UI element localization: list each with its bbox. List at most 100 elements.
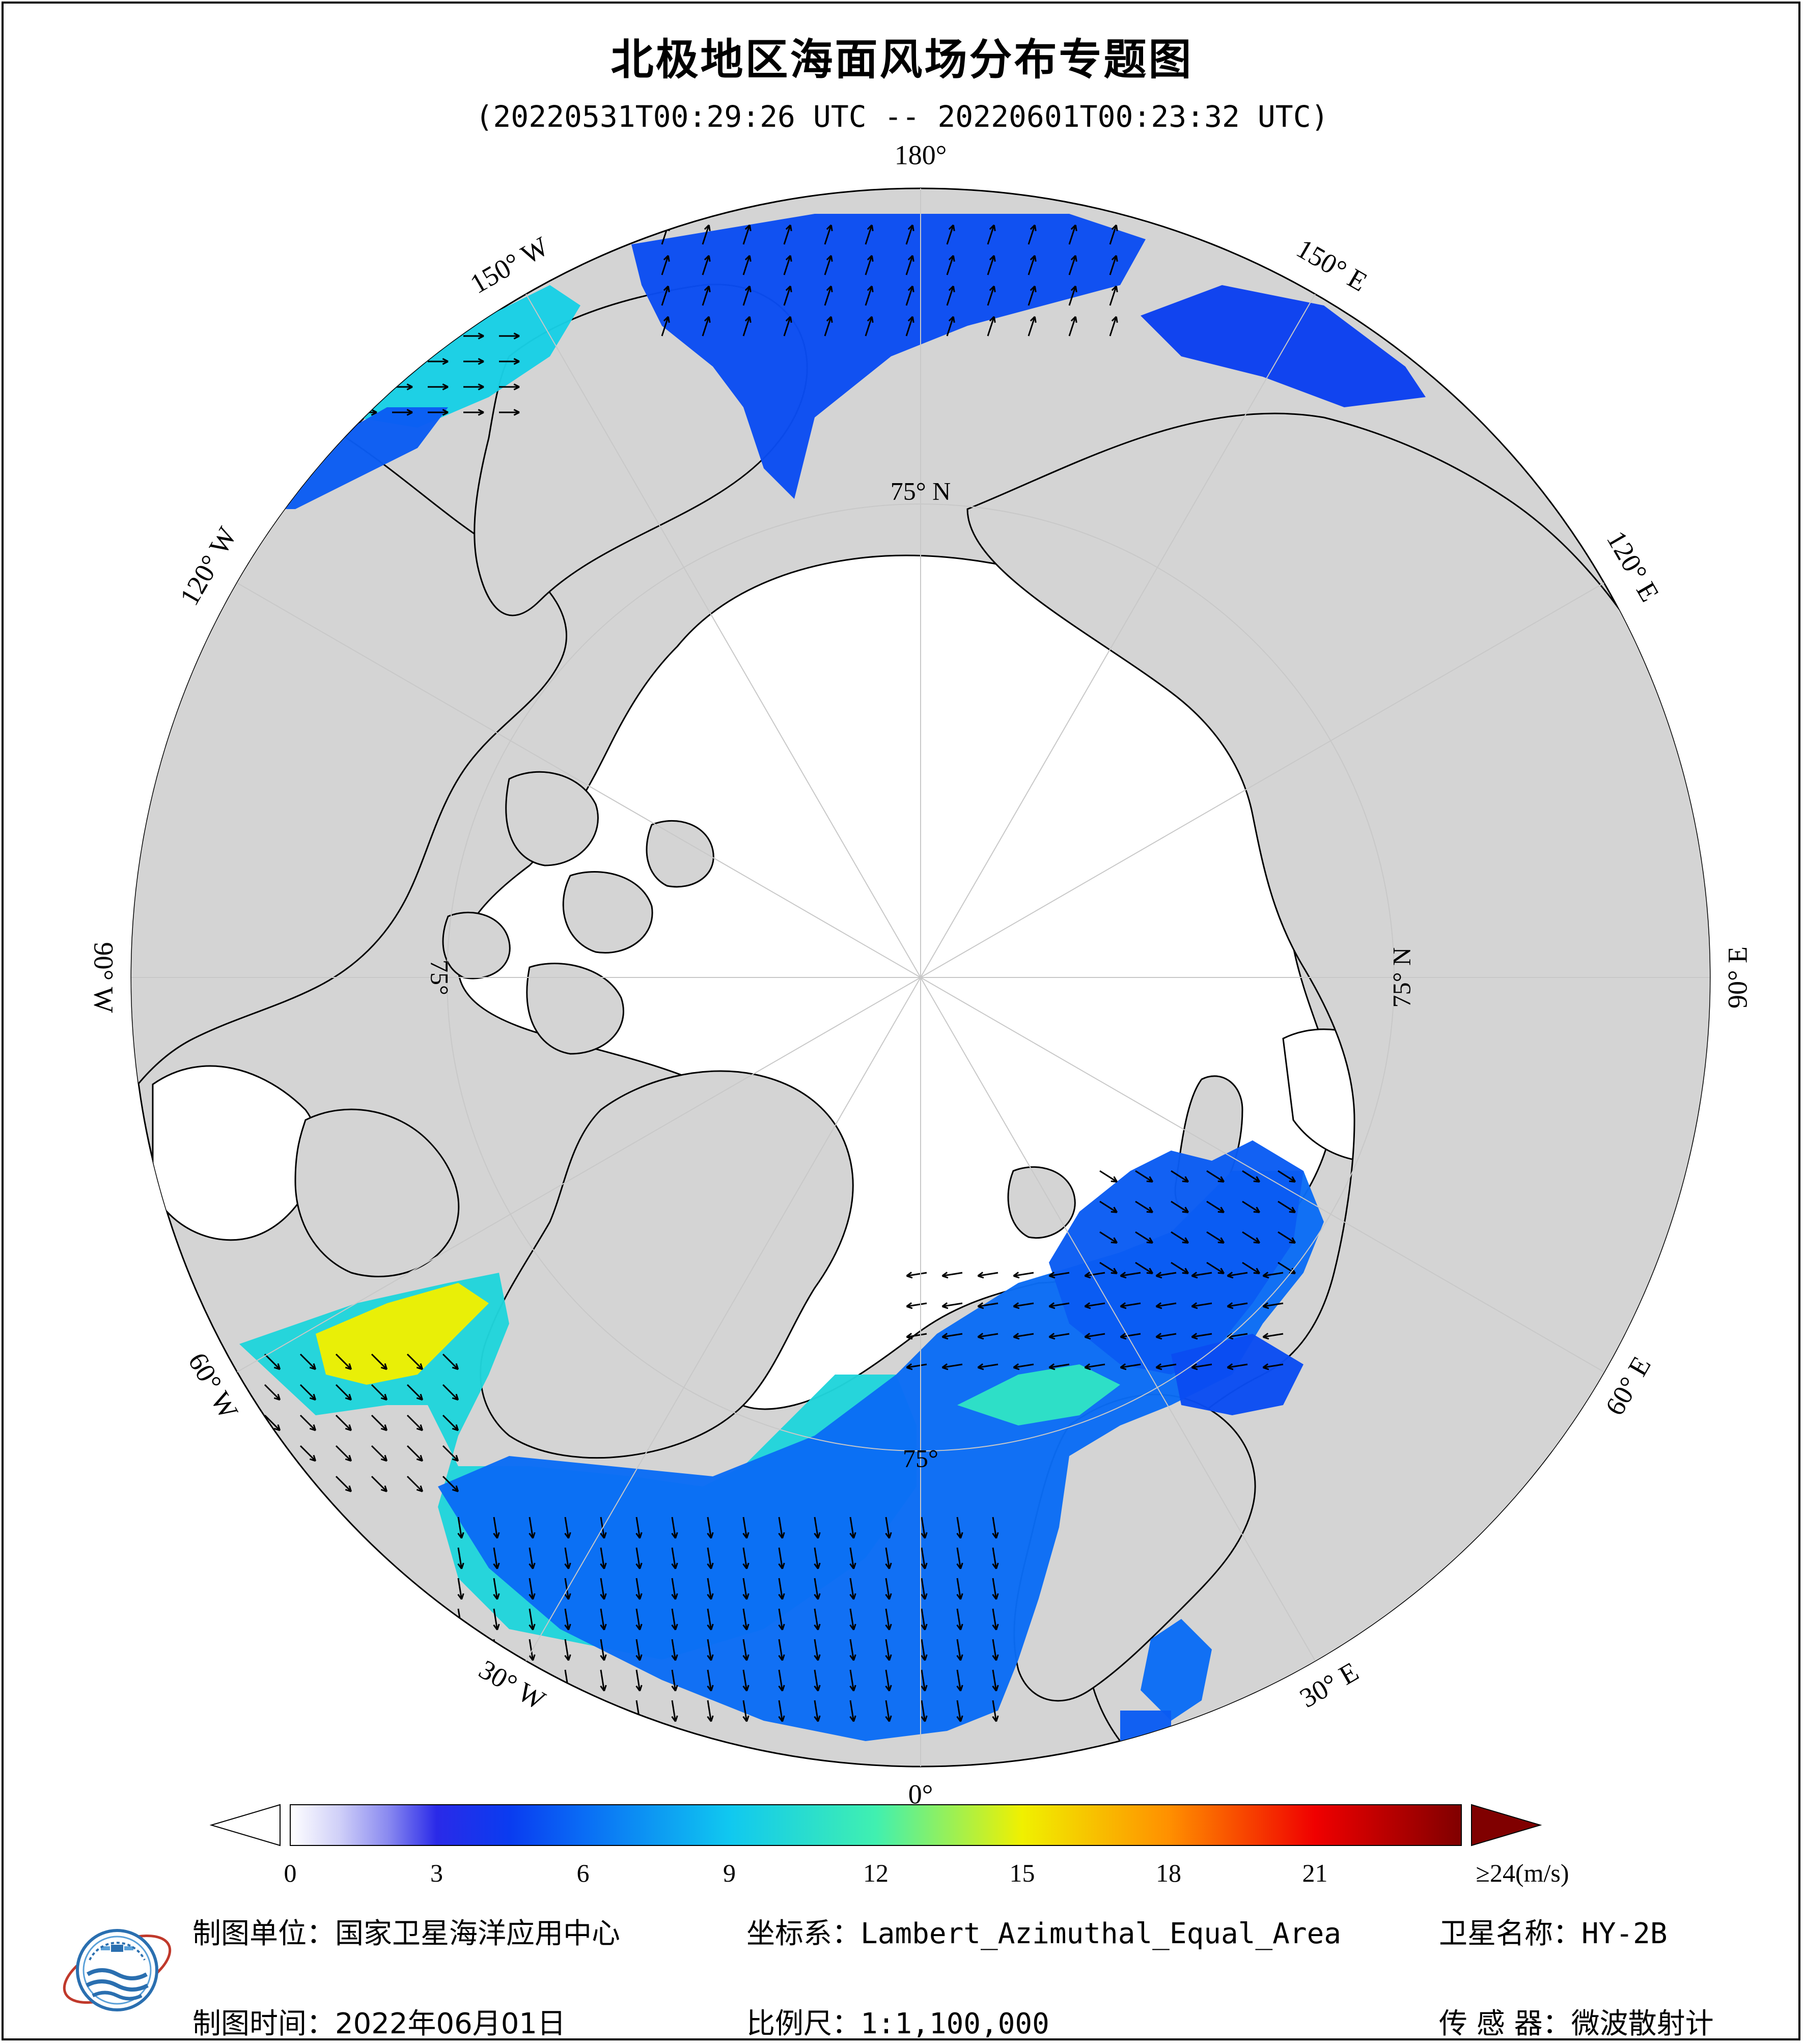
scale-value: 1:1,100,000 — [861, 2007, 1049, 2040]
scale-info: 比例尺：1:1,100,000 — [746, 2001, 1049, 2042]
wind-arrow — [671, 1578, 678, 1600]
wind-arrow — [635, 1578, 643, 1600]
parallel-75n — [447, 503, 1395, 1451]
wind-arrow — [264, 1414, 281, 1432]
crs-info: 坐标系：Lambert_Azimuthal_Equal_Area — [746, 1911, 1341, 1952]
wind-arrow — [392, 358, 413, 365]
colorbar-tick-label: 21 — [1302, 1859, 1328, 1887]
wind-arrow — [906, 1363, 927, 1370]
wind-arrow — [921, 1578, 928, 1600]
wind-arrow — [702, 224, 711, 245]
wind-arrow — [1013, 1271, 1034, 1279]
island — [442, 911, 511, 979]
wind-arrow — [1135, 1262, 1154, 1274]
wind-arrow — [977, 1332, 998, 1340]
wind-arrow — [1099, 1262, 1118, 1274]
wind-arrow — [428, 383, 449, 390]
wind-arrow — [783, 224, 792, 245]
wind-arrow — [778, 1608, 785, 1631]
wind-arrow — [335, 1414, 352, 1432]
wind-arrow — [600, 1639, 607, 1661]
wind-arrow — [946, 224, 955, 245]
wind-arrow — [865, 316, 874, 337]
meridian-line — [237, 582, 921, 978]
wind-arrow — [1191, 1302, 1212, 1309]
wind-arrow — [285, 358, 306, 365]
colorbar-tick-label: 18 — [1156, 1859, 1181, 1887]
wind-arrow — [529, 1547, 536, 1570]
wind-arrow — [335, 1445, 352, 1462]
wind-arrow — [406, 1475, 424, 1493]
colorbar-under-arrow — [209, 1804, 281, 1846]
wind-arrow — [783, 285, 792, 306]
wind-arrow — [1028, 224, 1037, 245]
sensor-value: 微波散射计 — [1571, 2007, 1714, 2040]
wind-arrow — [499, 358, 520, 365]
wind-arrow — [1171, 1262, 1189, 1274]
wind-arrow — [814, 1700, 821, 1722]
latitude-label: 75° — [426, 960, 454, 995]
wind-arrow — [671, 1669, 678, 1692]
wind-arrow — [1120, 1332, 1141, 1340]
wind-arrow — [1120, 1271, 1141, 1279]
time-range-subtitle: (20220531T00:29:26 UTC -- 20220601T00:23… — [475, 99, 1329, 134]
wind-swath — [356, 285, 580, 428]
wind-arrow — [814, 1578, 821, 1600]
wind-arrow — [564, 1700, 571, 1722]
wind-arrow — [635, 1669, 643, 1692]
wind-arrow — [299, 1353, 317, 1370]
wind-arrow — [992, 1700, 999, 1722]
wind-arrow — [956, 1517, 963, 1539]
wind-swath — [1120, 1711, 1171, 1751]
wind-arrow — [1227, 1302, 1248, 1309]
wind-arrow — [1206, 1262, 1225, 1274]
wind-arrow — [742, 1639, 750, 1661]
wind-arrow — [1068, 316, 1077, 337]
wind-arrow — [956, 1639, 963, 1661]
wind-arrow — [707, 1608, 714, 1631]
wind-arrow — [442, 1475, 459, 1493]
satellite-label: 卫星名称： — [1439, 1917, 1581, 1950]
producer-info: 制图单位：国家卫星海洋应用中心 — [192, 1911, 620, 1952]
wind-arrow — [335, 1475, 352, 1493]
wind-arrow — [707, 1578, 714, 1600]
wind-swath — [1141, 285, 1426, 407]
wind-arrow — [264, 1353, 281, 1370]
wind-arrow — [529, 1639, 536, 1661]
wind-arrow — [1109, 316, 1118, 337]
wind-arrow — [635, 1517, 643, 1539]
wind-arrow — [671, 1700, 678, 1722]
wind-arrow — [742, 316, 752, 337]
wind-arrow — [1099, 1231, 1118, 1244]
wind-arrow — [1191, 1332, 1212, 1340]
colorbar-over-arrow — [1471, 1804, 1542, 1846]
wind-arrow — [371, 1384, 388, 1401]
wind-arrow — [371, 1445, 388, 1462]
wind-arrow — [1109, 224, 1118, 245]
wind-arrow — [661, 285, 670, 306]
wind-arrow — [824, 285, 833, 306]
wind-swath — [1141, 1619, 1212, 1721]
colorbar-tick-label: 15 — [1009, 1859, 1035, 1887]
wind-arrow — [1191, 1271, 1212, 1279]
wind-arrow — [428, 409, 449, 416]
wind-arrow — [1048, 1271, 1070, 1279]
nsoas-logo-icon — [56, 1909, 178, 2033]
wind-arrow — [493, 1517, 500, 1539]
wind-arrow — [921, 1608, 928, 1631]
wind-arrow — [564, 1608, 571, 1631]
wind-arrow — [1013, 1302, 1034, 1309]
wind-arrow — [1084, 1302, 1105, 1309]
date-value: 2022年06月01日 — [335, 2007, 566, 2040]
wind-arrow — [442, 1445, 459, 1462]
meridian-line — [920, 294, 1316, 978]
wind-arrow — [906, 1332, 927, 1340]
wind-arrow — [956, 1669, 963, 1692]
scale-label: 比例尺： — [746, 2007, 861, 2040]
wind-arrow — [564, 1547, 571, 1570]
wind-arrow — [264, 1445, 281, 1462]
date-label: 制图时间： — [192, 2007, 335, 2040]
wind-swaths — [239, 214, 1426, 1751]
wind-arrow — [285, 383, 306, 390]
wind-arrow — [463, 383, 484, 390]
